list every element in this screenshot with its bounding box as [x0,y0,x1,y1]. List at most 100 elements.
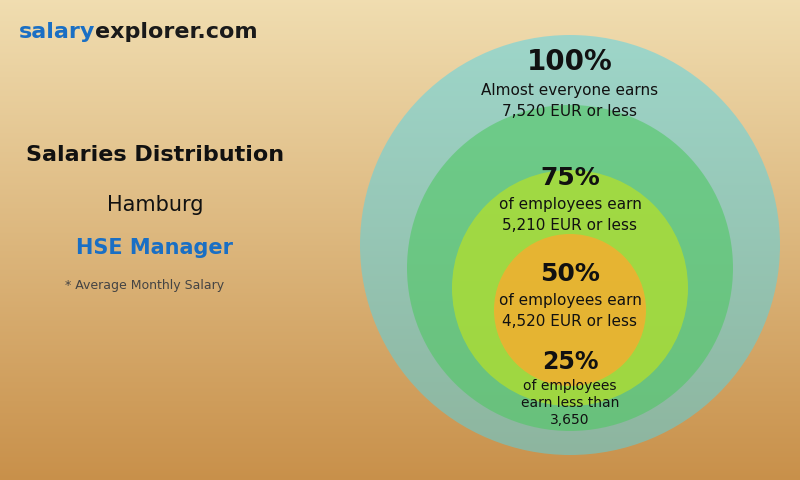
Bar [0,264,800,265]
Bar [0,103,800,104]
Bar [0,123,800,124]
Bar [0,353,800,354]
Bar [0,81,800,82]
Bar [0,204,800,205]
Bar [0,257,800,258]
Bar [0,304,800,305]
Bar [0,223,800,224]
Bar [0,176,800,177]
Bar [0,333,800,334]
Bar [0,230,800,231]
Bar [0,27,800,28]
Bar [0,446,800,447]
Bar [0,454,800,455]
Bar [0,370,800,371]
Bar [0,157,800,158]
Bar [0,311,800,312]
Bar [0,226,800,227]
Bar [0,295,800,296]
Bar [0,360,800,361]
Bar [0,11,800,12]
Bar [0,291,800,292]
Bar [0,361,800,362]
Bar [0,45,800,46]
Bar [0,145,800,146]
Bar [0,24,800,25]
Bar [0,130,800,131]
Bar [0,58,800,59]
Text: Salaries Distribution: Salaries Distribution [26,145,284,165]
Bar [0,89,800,90]
Bar [0,260,800,261]
Bar [0,22,800,23]
Bar [0,28,800,29]
Bar [0,164,800,165]
Bar [0,349,800,350]
Bar [0,7,800,8]
Bar [0,215,800,216]
Bar [0,153,800,154]
Bar [0,328,800,329]
Bar [0,111,800,112]
Bar [0,247,800,248]
Bar [0,20,800,21]
Bar [0,148,800,149]
Bar [0,125,800,126]
Bar [0,433,800,434]
Bar [0,367,800,368]
Bar [0,362,800,363]
Bar [0,388,800,389]
Bar [0,76,800,77]
Bar [0,290,800,291]
Bar [0,138,800,139]
Bar [0,180,800,181]
Bar [0,373,800,374]
Bar [0,443,800,444]
Bar [0,110,800,111]
Bar [0,312,800,313]
Bar [0,101,800,102]
Bar [0,99,800,100]
Bar [0,267,800,268]
Bar [0,352,800,353]
Bar [0,78,800,79]
Bar [0,200,800,201]
Bar [0,189,800,190]
Bar [0,137,800,138]
Bar [0,96,800,97]
Bar [0,475,800,476]
Bar [0,279,800,280]
Bar [0,113,800,114]
Bar [0,255,800,256]
Bar [0,243,800,244]
Bar [0,271,800,272]
Text: 75%: 75% [540,166,600,190]
Bar [0,154,800,155]
Bar [0,54,800,55]
Bar [0,70,800,71]
Bar [0,298,800,299]
Bar [0,59,800,60]
Text: 7,520 EUR or less: 7,520 EUR or less [502,105,638,120]
Bar [0,206,800,207]
Bar [0,35,800,36]
Bar [0,91,800,92]
Bar [0,427,800,428]
Bar [0,155,800,156]
Bar [0,47,800,48]
Bar [0,90,800,91]
Bar [0,48,800,49]
Bar [0,116,800,117]
Bar [0,397,800,398]
Bar [0,225,800,226]
Bar [0,368,800,369]
Bar [0,124,800,125]
Bar [0,261,800,262]
Bar [0,222,800,223]
Bar [0,358,800,359]
Bar [0,107,800,108]
Bar [0,447,800,448]
Bar [0,406,800,407]
Bar [0,274,800,275]
Bar [0,23,800,24]
